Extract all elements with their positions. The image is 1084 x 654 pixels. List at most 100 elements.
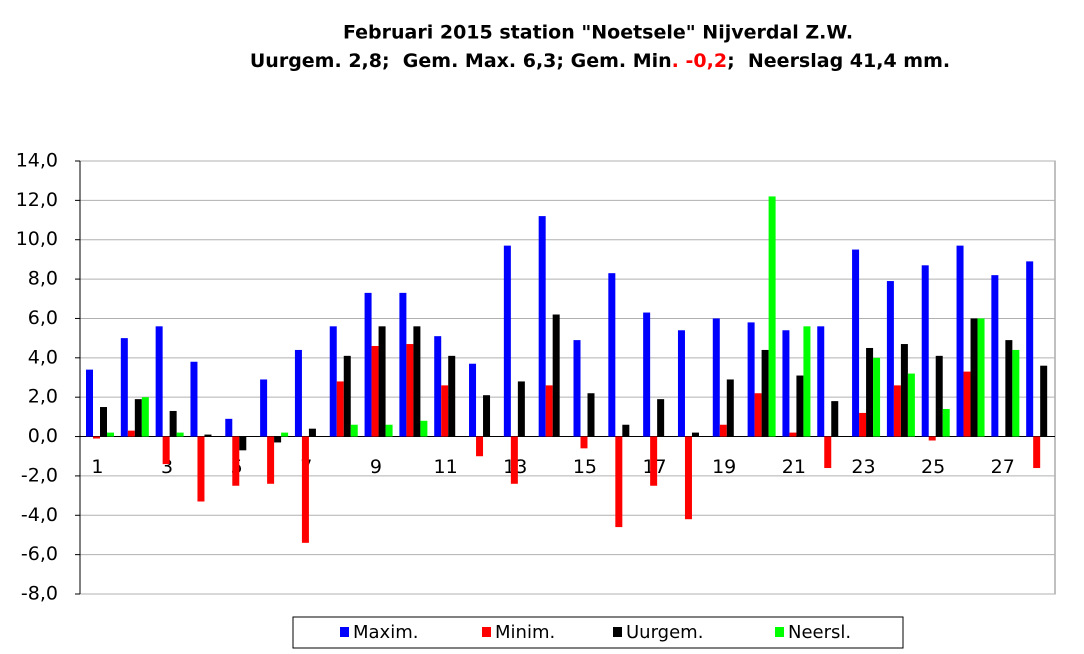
bar (448, 355, 456, 437)
legend-label: Neersl. (788, 622, 851, 643)
y-tick-label: 14,0 (16, 150, 58, 172)
x-tick-label: 21 (782, 456, 806, 478)
bar (1026, 261, 1034, 437)
bar (155, 326, 163, 437)
bar (127, 430, 135, 437)
legend-swatch (482, 627, 491, 637)
x-tick-label: 25 (921, 456, 945, 478)
bar (552, 314, 560, 437)
legend-swatch (340, 627, 349, 637)
x-tick-label: 9 (370, 456, 382, 478)
bar (190, 361, 198, 437)
y-tick-label: 6,0 (28, 307, 58, 329)
bar (963, 371, 971, 437)
bar (434, 336, 442, 437)
bar (329, 326, 337, 437)
bar (991, 275, 999, 437)
legend-label: Uurgem. (626, 622, 703, 643)
y-tick-label: 10,0 (16, 228, 58, 250)
bar (93, 436, 100, 439)
bar (239, 436, 247, 451)
bar (970, 318, 978, 437)
y-tick-label: -4,0 (21, 504, 58, 526)
bar (420, 420, 428, 437)
bar (789, 432, 797, 437)
bar (141, 397, 149, 437)
bar (643, 312, 651, 437)
bar (294, 349, 302, 437)
bar (301, 436, 309, 543)
x-tick-label: 19 (712, 456, 736, 478)
bar (1033, 436, 1041, 469)
bar (573, 340, 581, 437)
bar (399, 292, 407, 437)
bar (1040, 365, 1048, 437)
bar (413, 326, 421, 437)
bar (754, 393, 762, 437)
bar (378, 326, 386, 437)
bar (120, 338, 128, 437)
bar (691, 432, 699, 437)
y-tick-label: -2,0 (21, 464, 58, 486)
bar (768, 196, 776, 437)
bar (824, 436, 832, 469)
bar (371, 346, 379, 437)
bar (176, 432, 184, 437)
bar (719, 424, 727, 437)
bar (274, 436, 282, 443)
bar (921, 265, 929, 437)
bar (782, 330, 790, 437)
bar (900, 344, 908, 437)
bar (1012, 349, 1020, 437)
bar (343, 355, 351, 437)
bar (100, 407, 107, 437)
bar (225, 418, 233, 437)
bar (977, 318, 985, 437)
y-tick-label: -8,0 (21, 583, 58, 605)
bar (545, 385, 553, 437)
bar (469, 363, 477, 437)
y-tick-label: 8,0 (28, 268, 58, 290)
x-tick-label: 15 (573, 456, 597, 478)
bar (204, 434, 212, 437)
bar (852, 249, 860, 437)
bar (350, 424, 358, 437)
y-tick-label: -6,0 (21, 543, 58, 565)
bar (657, 399, 665, 437)
bar (956, 245, 964, 437)
bar (677, 330, 685, 437)
bar (615, 436, 623, 528)
y-tick-label: 2,0 (28, 386, 58, 408)
bar (580, 436, 588, 449)
x-tick-label: 27 (991, 456, 1015, 478)
bar (684, 436, 692, 520)
bar (336, 381, 344, 437)
bar (107, 432, 114, 437)
bar (907, 373, 915, 437)
legend-label: Minim. (495, 622, 555, 643)
bar (796, 375, 804, 437)
bar (712, 318, 720, 437)
bar (483, 395, 491, 437)
legend-swatch (613, 627, 622, 637)
bar (385, 424, 393, 437)
bar (622, 424, 630, 437)
bar (726, 379, 734, 437)
bar (859, 412, 867, 437)
bar (928, 436, 936, 441)
bar (587, 393, 595, 437)
bar (942, 408, 950, 437)
x-tick-label: 23 (851, 456, 875, 478)
bar (608, 273, 616, 437)
subtitle-part: ; Neerslag 41,4 mm. (727, 50, 950, 72)
legend-swatch (775, 627, 784, 637)
bar (873, 357, 881, 437)
bar (747, 322, 755, 437)
chart-title: Februari 2015 station "Noetsele" Nijverd… (343, 22, 853, 44)
bar (197, 436, 205, 502)
bar (831, 401, 839, 437)
bar (803, 326, 811, 437)
legend-label: Maxim. (353, 622, 418, 643)
bar (1005, 340, 1013, 437)
bar (232, 436, 240, 486)
